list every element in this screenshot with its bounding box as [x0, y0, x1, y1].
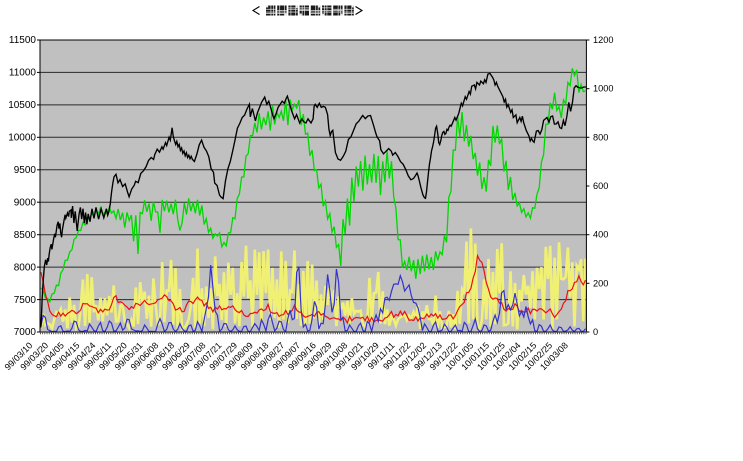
svg-text:1000: 1000 — [593, 84, 613, 94]
svg-text:400: 400 — [593, 230, 608, 240]
svg-text:9500: 9500 — [14, 165, 37, 176]
svg-text:800: 800 — [593, 132, 608, 142]
svg-text:1200: 1200 — [593, 35, 613, 45]
svg-text:8500: 8500 — [14, 230, 37, 241]
svg-text:10500: 10500 — [8, 100, 36, 111]
svg-text:7500: 7500 — [14, 295, 37, 306]
svg-text:200: 200 — [593, 278, 608, 288]
svg-text:10000: 10000 — [8, 133, 36, 144]
svg-text:600: 600 — [593, 181, 608, 191]
svg-text:0: 0 — [593, 327, 598, 337]
svg-text:8000: 8000 — [14, 262, 37, 273]
svg-text:9000: 9000 — [14, 197, 37, 208]
svg-text:7000: 7000 — [14, 327, 37, 338]
svg-text:11500: 11500 — [9, 35, 37, 46]
svg-text:11000: 11000 — [9, 68, 37, 79]
